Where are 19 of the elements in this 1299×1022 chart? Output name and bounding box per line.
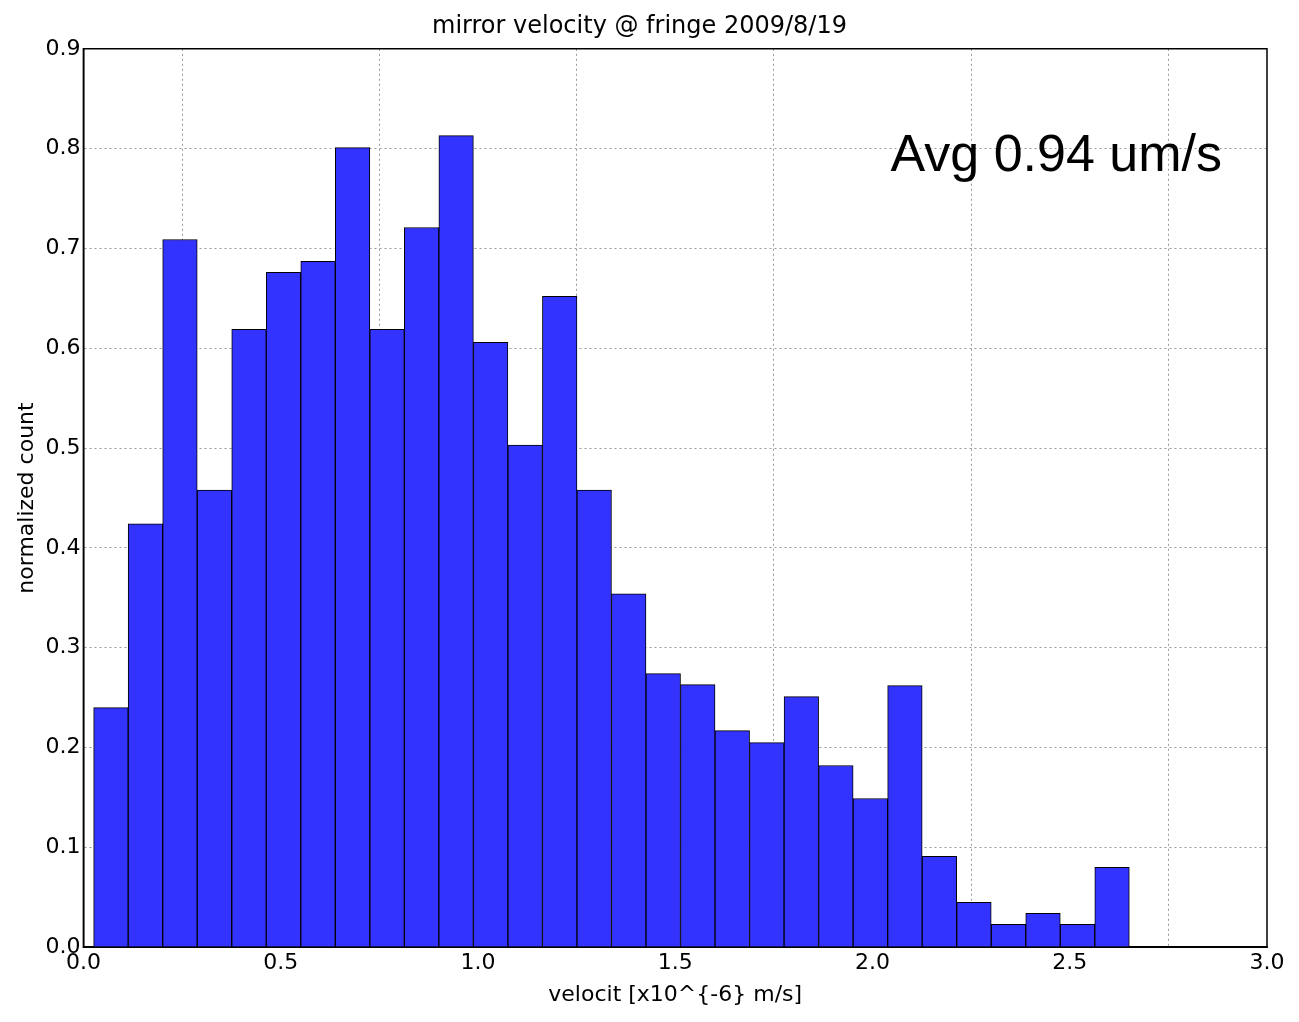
x-axis-title: velocit [x10^{-6} m/s] [548,980,803,1006]
y-tick-label: 0.1 [45,833,81,859]
y-tick-label: 0.3 [45,633,81,659]
y-tick-label: 0.7 [45,234,81,260]
y-tick-label: 0.6 [45,333,81,359]
x-tick-label: 1.0 [460,949,496,975]
y-tick-label: 0.5 [45,433,81,459]
y-tick-label: 0.9 [45,34,81,60]
x-tick-label: 3.0 [1249,949,1285,975]
annotation: Avg 0.94 um/s [890,124,1222,183]
y-tick-label: 0.2 [45,733,81,759]
x-tick-label: 2.0 [854,949,890,975]
y-axis-title: normalized count [12,401,38,594]
y-tick-label: 0.4 [45,533,81,559]
x-tick-label: 2.5 [1052,949,1088,975]
y-tick-label: 0.8 [45,134,81,160]
chart-title: mirror velocity @ fringe 2009/8/19 [432,10,847,39]
x-tick-label: 1.5 [657,949,693,975]
x-tick-label: 0.5 [263,949,299,975]
